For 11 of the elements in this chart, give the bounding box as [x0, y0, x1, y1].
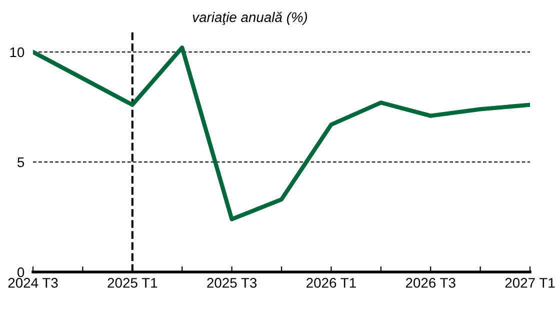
line-series: [33, 46, 530, 222]
y-tick-label: 10: [10, 47, 24, 58]
x-tick-label: 2025 T3: [207, 278, 257, 288]
chart-title: variaţie anuală (%): [192, 12, 308, 25]
x-tick-label: 2024 T3: [8, 278, 58, 288]
x-tick-label: 2026 T1: [306, 278, 356, 288]
x-tick-label: 2025 T1: [108, 278, 158, 288]
y-tick-label: 5: [18, 157, 24, 168]
x-tick-label: 2026 T3: [406, 278, 456, 288]
x-tick-label: 2027 T1: [505, 278, 555, 288]
y-tick-label: 0: [17, 267, 24, 278]
